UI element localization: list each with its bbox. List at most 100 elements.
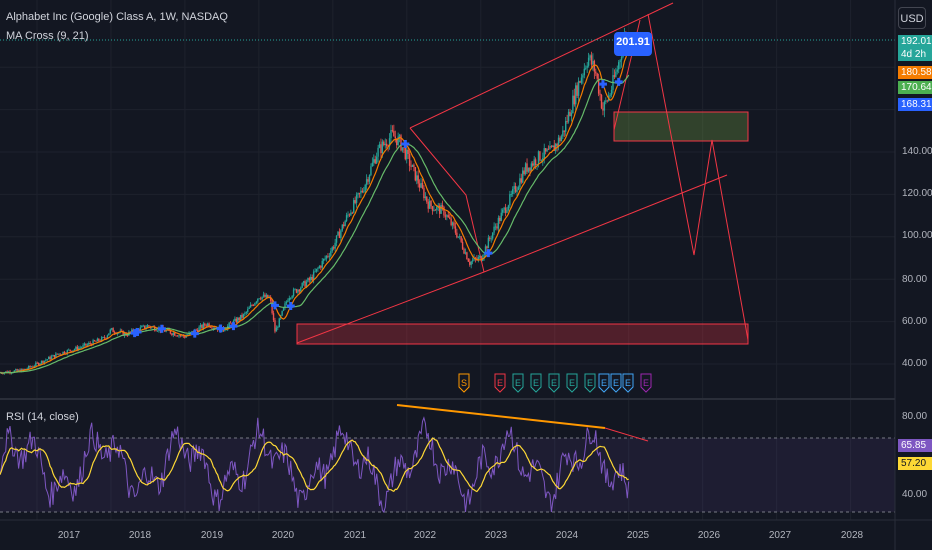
candle-body [17,369,20,371]
candle-body [198,327,200,332]
candle-body [401,147,404,151]
candle-body [464,252,467,254]
candle-body [179,335,182,336]
resistance-zone[interactable] [613,111,749,142]
indicator-label[interactable]: MA Cross (9, 21) [6,30,89,42]
candle-body [307,278,309,282]
ma-cross-marker [229,322,238,331]
candle-body [383,141,385,146]
trend-channel[interactable] [296,2,749,344]
candle-body [237,317,239,323]
candle-body [606,100,608,102]
candle-body [381,141,384,154]
candle-body [5,371,7,373]
currency-button[interactable]: USD [898,7,926,29]
rsi-divergence-line[interactable] [396,404,606,429]
candle-body [176,335,179,337]
candle-body [68,349,70,351]
candle-body [112,328,114,333]
candle-body [278,318,280,328]
chart-title: Alphabet Inc (Google) Class A, 1W, NASDA… [6,11,228,23]
candle-body [308,278,311,281]
candle-body [85,343,87,346]
candle-body [461,241,464,249]
event-marker: S [458,373,470,393]
ma-slow-line [0,74,630,374]
candle-body [587,57,590,66]
candle-body [202,323,205,329]
candle-body [196,329,199,332]
candle-body [374,159,376,164]
ma-cross-marker [270,301,279,310]
candle-body [451,222,454,226]
candle-body [424,196,427,199]
candle-body [126,335,129,337]
candle-body [553,145,555,151]
rsi-divergence-tail[interactable] [604,427,649,442]
candle-body [271,300,273,314]
candle-body [400,135,402,151]
candle-body [489,237,491,239]
candle-body [353,200,355,213]
candle-body [287,300,289,302]
candle-body [199,324,202,328]
candle-body [343,224,345,227]
candle-body [171,333,173,336]
candle-body [418,183,421,188]
candle-body [245,311,248,313]
candle-body [444,215,447,217]
candle-body [524,163,527,174]
candle-body [440,205,442,214]
candle-body [448,217,451,219]
event-marker-label: E [569,378,575,388]
candle-body [503,207,505,210]
support-zone[interactable] [296,323,749,345]
candle-body [25,368,27,370]
candle-body [139,327,142,332]
candle-body [341,224,343,231]
candle-body [265,294,268,298]
candle-body [593,60,596,72]
candle-body [103,337,106,338]
rsi-tick: 80.00 [902,411,928,422]
candle-body [185,335,187,338]
event-marker-label: E [533,378,539,388]
candle-body [595,71,597,74]
candle-body [390,130,392,139]
candle-body [178,335,180,337]
candle-body [58,353,60,355]
event-marker-label: E [515,378,521,388]
candle-body [92,340,94,346]
candle-body [417,175,419,184]
candle-body [297,289,299,293]
candle-body [433,209,435,211]
candle-body [88,343,90,345]
candle-body [576,85,578,96]
candle-body [269,297,272,301]
candle-body [494,226,497,228]
event-marker-label: E [613,378,619,388]
candle-body [56,353,58,355]
candle-body [367,179,369,182]
candle-body [565,121,567,132]
candle-body [318,266,321,269]
candle-body [590,55,593,65]
candle-body [431,206,434,211]
candle-body [446,215,448,217]
candle-body [141,326,143,328]
candle-body [562,130,564,137]
target-box[interactable] [614,32,652,56]
candle-body [547,149,550,151]
candle-body [533,159,535,166]
candle-body [272,313,275,321]
rsi-label[interactable]: RSI (14, close) [6,411,79,423]
candle-body [416,175,418,181]
candle-body [105,337,107,339]
candle-body [427,201,429,209]
candle-body [184,336,186,338]
time-tick: 2028 [840,530,864,541]
event-marker-label: E [551,378,557,388]
candle-body [143,325,146,329]
candle-body [514,186,517,192]
